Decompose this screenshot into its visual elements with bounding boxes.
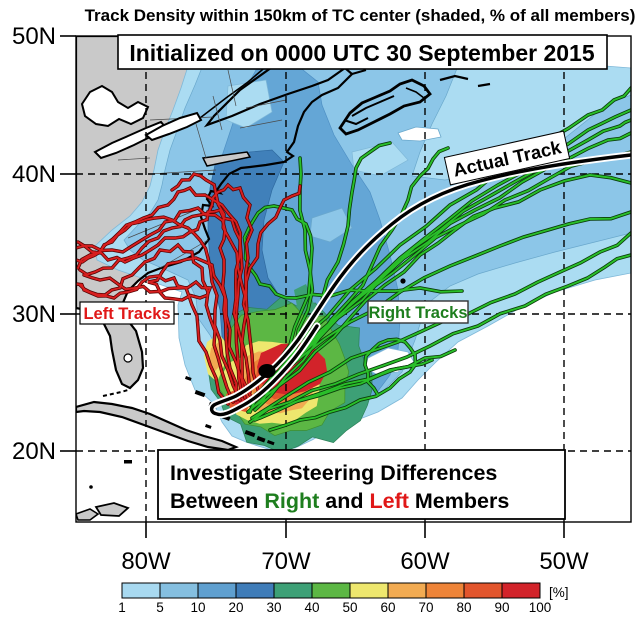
svg-text:20: 20 (228, 600, 243, 615)
svg-text:50W: 50W (539, 548, 589, 575)
svg-text:40: 40 (304, 600, 319, 615)
svg-text:70: 70 (418, 600, 433, 615)
svg-text:[%]: [%] (549, 585, 569, 600)
svg-text:30: 30 (266, 600, 281, 615)
svg-text:20N: 20N (12, 438, 56, 465)
svg-text:50N: 50N (12, 23, 56, 50)
svg-text:Left Tracks: Left Tracks (83, 305, 170, 323)
svg-text:1: 1 (118, 600, 126, 615)
svg-text:100: 100 (529, 600, 552, 615)
svg-text:80: 80 (456, 600, 471, 615)
svg-text:60W: 60W (400, 548, 450, 575)
svg-text:30N: 30N (12, 301, 56, 328)
svg-text:5: 5 (156, 600, 164, 615)
svg-text:Track Density within 150km of: Track Density within 150km of TC center … (85, 6, 636, 25)
svg-text:Between Right and Left Members: Between Right and Left Members (170, 489, 509, 513)
svg-text:80W: 80W (121, 548, 171, 575)
svg-text:Initialized on 0000 UTC 30 Sep: Initialized on 0000 UTC 30 September 201… (129, 40, 594, 66)
svg-text:Investigate Steering Differenc: Investigate Steering Differences (170, 461, 497, 485)
svg-text:10: 10 (190, 600, 205, 615)
svg-text:50: 50 (342, 600, 357, 615)
svg-text:Right Tracks: Right Tracks (368, 304, 467, 322)
svg-text:90: 90 (494, 600, 509, 615)
svg-text:70W: 70W (261, 548, 311, 575)
svg-text:60: 60 (380, 600, 395, 615)
svg-text:40N: 40N (12, 161, 56, 188)
